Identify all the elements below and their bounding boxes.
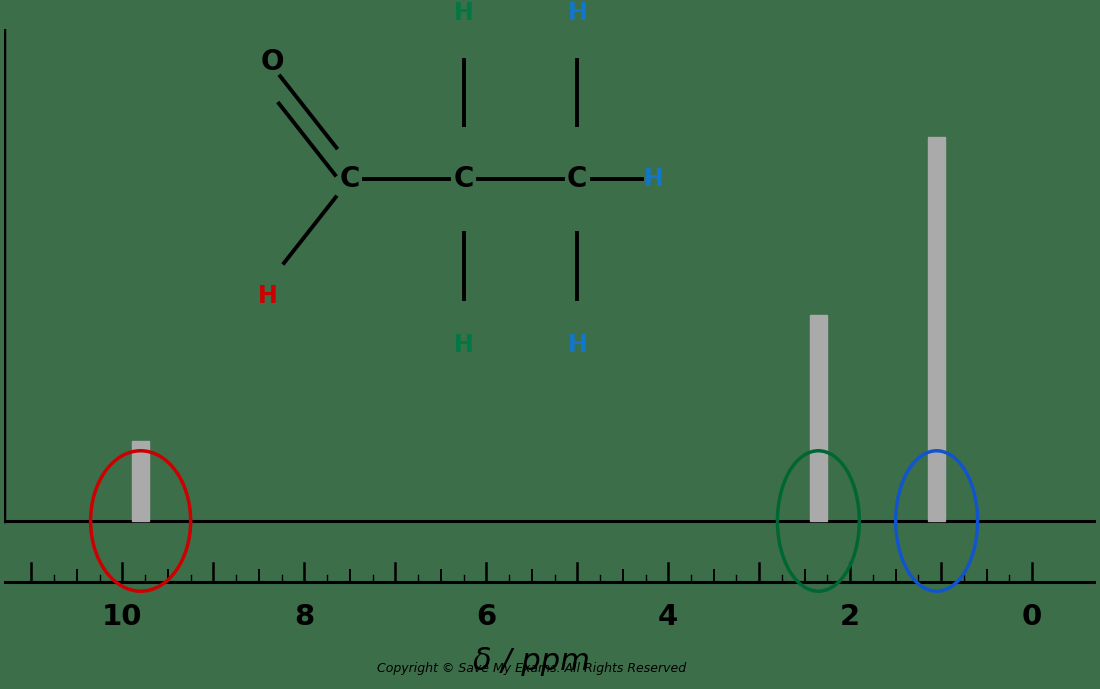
- Text: C: C: [453, 165, 474, 193]
- Text: 2: 2: [840, 603, 860, 631]
- Text: H: H: [644, 167, 663, 192]
- Text: 0: 0: [1022, 603, 1043, 631]
- Text: 8: 8: [295, 603, 315, 631]
- Text: 6: 6: [476, 603, 496, 631]
- Bar: [132, 442, 148, 521]
- Text: Copyright © Save My Exams. All Rights Reserved: Copyright © Save My Exams. All Rights Re…: [377, 662, 686, 675]
- Bar: [928, 137, 945, 521]
- Bar: [811, 315, 826, 521]
- Text: O: O: [261, 48, 284, 76]
- Text: C: C: [340, 165, 360, 193]
- Text: 10: 10: [102, 603, 143, 631]
- Text: δ / ppm: δ / ppm: [473, 648, 591, 677]
- Text: H: H: [568, 1, 587, 25]
- Text: H: H: [453, 333, 473, 358]
- Text: 4: 4: [658, 603, 679, 631]
- Text: H: H: [568, 333, 587, 358]
- Text: C: C: [568, 165, 587, 193]
- Text: H: H: [453, 1, 473, 25]
- Text: H: H: [258, 285, 278, 308]
